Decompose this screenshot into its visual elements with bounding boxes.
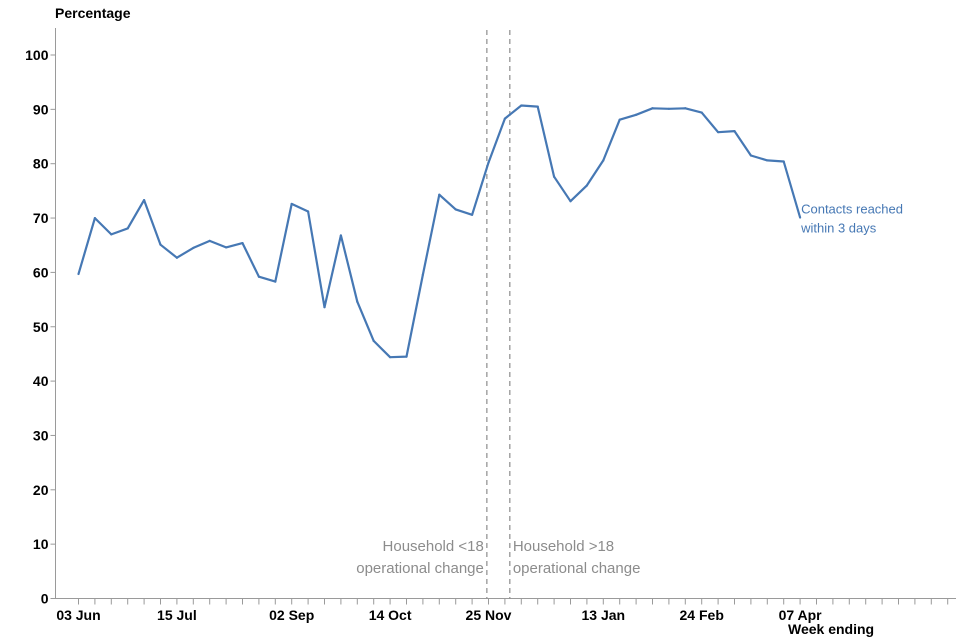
x-tick-label: 07 Apr: [779, 607, 823, 623]
operational-change-label: operational change: [356, 560, 484, 577]
axes: 0 10 20 30 40 50 60 70 80 90 100 03 Jun 15 Jul 02 Sep…: [25, 28, 956, 623]
x-tick-label: 15 Jul: [157, 607, 197, 623]
data-point: [159, 243, 162, 246]
y-tick-label: 30: [33, 427, 49, 443]
data-point: [733, 129, 736, 133]
operational-change-label: Household >18: [513, 538, 614, 555]
data-point: [438, 193, 441, 196]
data-point: [356, 300, 359, 303]
data-point: [143, 199, 146, 202]
data-point: [257, 275, 260, 278]
y-tick-label: 0: [41, 591, 49, 607]
data-point: [700, 111, 703, 114]
x-tick-label: 03 Jun: [56, 607, 100, 623]
data-point: [782, 160, 785, 163]
data-point: [799, 216, 802, 219]
y-tick-label: 50: [33, 319, 49, 335]
data-point: [569, 200, 572, 203]
data-point: [766, 159, 769, 162]
series-line: [77, 104, 802, 359]
series-group: Contacts reached within 3 days: [77, 104, 903, 359]
data-point: [274, 280, 277, 283]
x-tick-label: 14 Oct: [369, 607, 412, 623]
data-point: [667, 107, 671, 110]
data-point: [389, 356, 392, 359]
y-tick-label: 10: [33, 536, 49, 552]
data-point: [503, 117, 506, 120]
data-point: [372, 339, 375, 342]
data-point: [290, 202, 293, 206]
operational-change-label: operational change: [513, 560, 641, 577]
data-point: [487, 161, 490, 164]
data-point: [454, 208, 457, 211]
data-point: [471, 213, 474, 216]
operational-change-label: Household <18: [383, 538, 484, 555]
x-axis-title: Week ending: [788, 621, 874, 637]
series-label: within 3 days: [800, 221, 877, 236]
y-tick-label: 100: [25, 47, 49, 63]
data-point: [618, 118, 621, 121]
data-point: [749, 154, 753, 157]
series-label: Contacts reached: [801, 202, 903, 217]
y-tick-label: 60: [33, 264, 49, 280]
data-point: [192, 246, 195, 250]
data-point: [241, 241, 244, 245]
x-tick-label: 24 Feb: [680, 607, 724, 623]
data-point: [405, 355, 408, 358]
y-axis-title: Percentage: [55, 5, 131, 21]
y-tick-label: 20: [33, 482, 49, 498]
data-point: [77, 272, 80, 276]
data-point: [536, 105, 539, 108]
x-tick-label: 02 Sep: [269, 607, 314, 623]
data-point: [651, 107, 654, 110]
y-tick-label: 90: [33, 101, 49, 117]
y-tick-label: 70: [33, 210, 49, 226]
data-point: [126, 227, 129, 230]
data-point: [602, 159, 605, 162]
data-point: [684, 107, 687, 110]
x-tick-label: 13 Jan: [582, 607, 626, 623]
data-point: [717, 131, 720, 134]
data-point: [553, 175, 556, 178]
data-point: [635, 113, 638, 116]
data-point: [323, 306, 326, 309]
data-point: [110, 233, 113, 236]
data-point: [421, 273, 424, 276]
data-point: [225, 246, 228, 249]
data-point: [585, 184, 589, 187]
data-point: [339, 234, 342, 237]
y-tick-label: 40: [33, 373, 49, 389]
annotation-group: Household <18 operational change Household…: [356, 30, 640, 599]
data-point: [520, 104, 523, 107]
data-point: [208, 239, 211, 242]
data-point: [307, 210, 310, 213]
x-tick-label: 25 Nov: [466, 607, 512, 623]
y-tick-label: 80: [33, 156, 49, 172]
data-point: [175, 256, 178, 259]
data-point: [93, 216, 96, 220]
